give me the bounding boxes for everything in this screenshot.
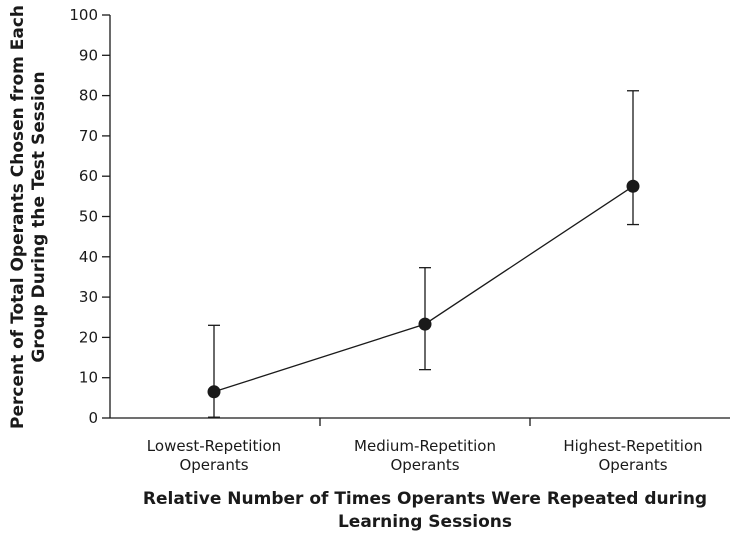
- y-tick-label: 0: [88, 409, 98, 427]
- x-category-label: Highest-Repetition Operants: [563, 437, 702, 474]
- y-tick-label: 50: [79, 208, 98, 226]
- y-tick-label: 40: [79, 248, 98, 266]
- y-tick-label: 20: [79, 328, 98, 346]
- y-tick-label: 60: [79, 167, 98, 185]
- y-axis: 0 10 20 30 40 50 60 70 80 90 100: [69, 6, 111, 427]
- y-tick-label: 90: [79, 46, 98, 64]
- y-axis-title-text: Percent of Total Operants Chosen from Ea…: [8, 5, 49, 429]
- data-point: [207, 385, 221, 399]
- y-tick-label: 10: [79, 369, 98, 387]
- x-category-label: Medium-Repetition Operants: [354, 437, 496, 474]
- error-bars: [208, 90, 639, 418]
- x-axis-title: Relative Number of Times Operants Were R…: [143, 489, 707, 532]
- y-tick-label: 80: [79, 87, 98, 105]
- x-axis-title-text: Relative Number of Times Operants Were R…: [143, 489, 707, 532]
- data-point: [626, 179, 640, 193]
- y-axis-title: Percent of Total Operants Chosen from Ea…: [8, 5, 49, 429]
- y-tick-label: 30: [79, 288, 98, 306]
- y-tick-label: 100: [69, 6, 98, 24]
- data-point: [418, 317, 432, 331]
- x-axis: Lowest-Repetition Operants Medium-Repetiti…: [110, 417, 730, 474]
- x-category-label: Lowest-Repetition Operants: [147, 437, 281, 474]
- series: [207, 179, 640, 399]
- y-tick-label: 70: [79, 127, 98, 145]
- series-line: [213, 185, 634, 393]
